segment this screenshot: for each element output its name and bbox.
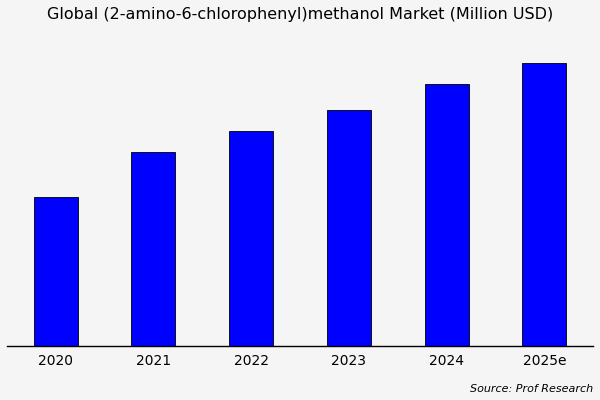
Bar [327,110,371,346]
Bar [425,84,469,346]
Bar [131,152,175,346]
Text: Source: Prof Research: Source: Prof Research [470,384,593,394]
Bar [229,131,273,346]
Bar [523,63,566,346]
Title: Global (2-amino-6-chlorophenyl)methanol Market (Million USD): Global (2-amino-6-chlorophenyl)methanol … [47,7,553,22]
Bar [34,197,77,346]
